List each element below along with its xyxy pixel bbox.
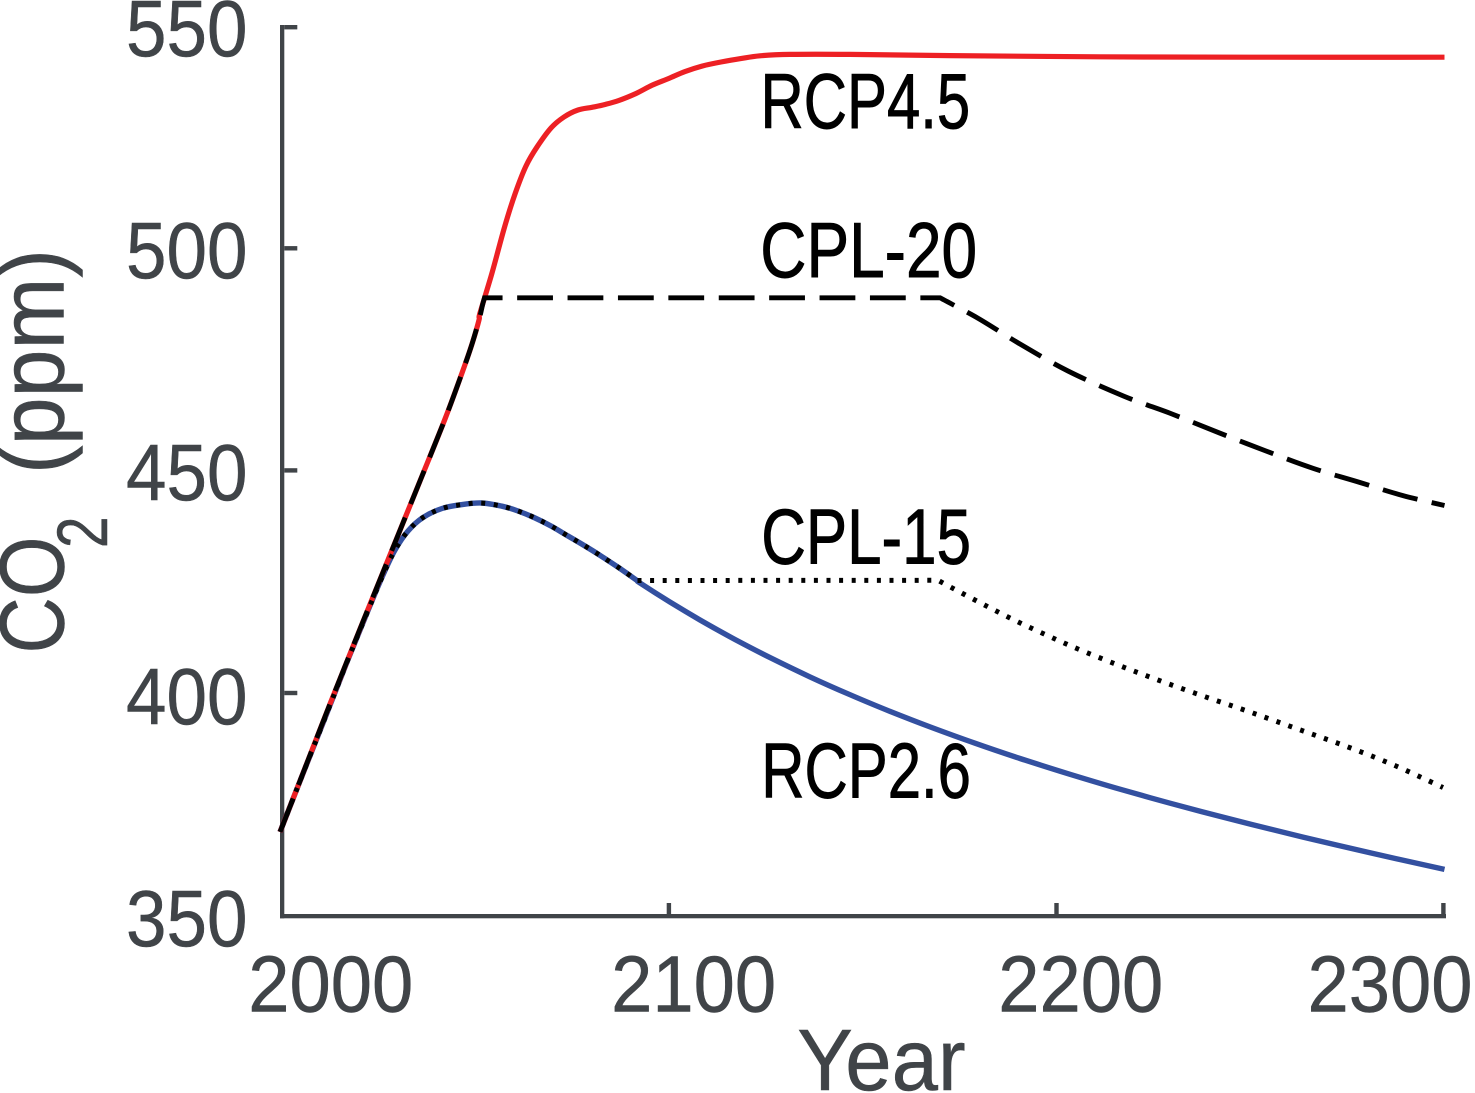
svg-text:CPL-15: CPL-15 [761,493,971,581]
svg-text:350: 350 [126,874,248,963]
svg-text:2: 2 [44,517,123,549]
svg-text:CPL-20: CPL-20 [760,206,977,294]
svg-text:500: 500 [126,206,248,295]
svg-text:2200: 2200 [998,940,1163,1029]
svg-text:(ppm): (ppm) [0,249,84,474]
svg-text:400: 400 [126,652,248,741]
svg-text:550: 550 [126,0,248,73]
svg-text:2000: 2000 [248,940,413,1029]
svg-text:CO: CO [0,537,84,654]
svg-text:RCP4.5: RCP4.5 [761,57,971,145]
svg-text:450: 450 [126,428,248,517]
svg-text:2100: 2100 [611,940,776,1029]
svg-text:RCP2.6: RCP2.6 [761,727,971,815]
svg-text:2300: 2300 [1308,940,1473,1029]
svg-text:Year: Year [797,1012,965,1093]
